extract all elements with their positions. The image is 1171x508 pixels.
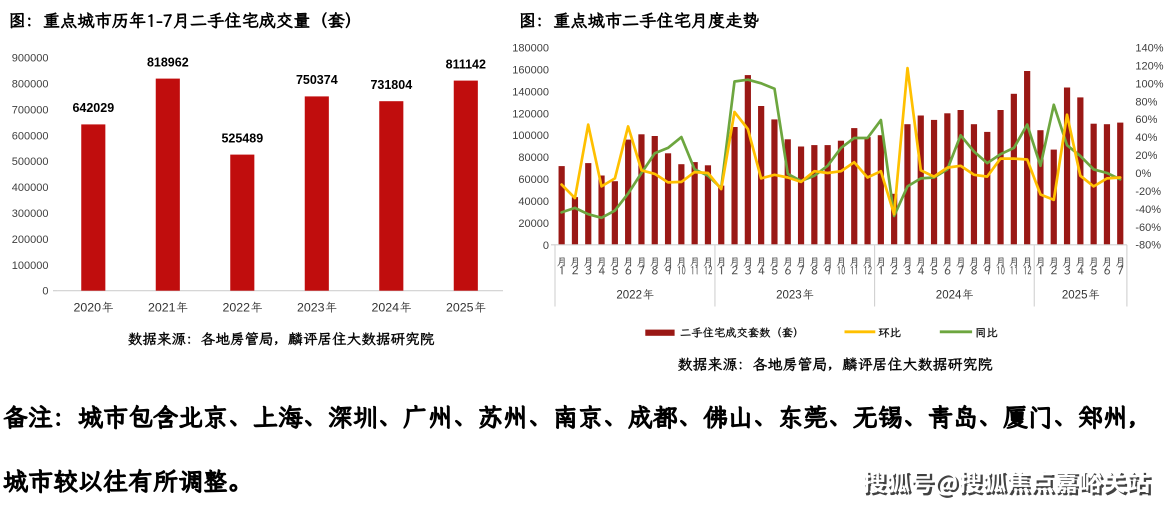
svg-text:700000: 700000 [12, 104, 49, 116]
svg-text:400000: 400000 [12, 182, 49, 194]
svg-text:731804: 731804 [370, 78, 412, 92]
svg-text:60000: 60000 [518, 174, 549, 186]
svg-text:2021: 2021 [148, 301, 176, 315]
svg-text:0%: 0% [1135, 168, 1151, 180]
svg-text:200000: 200000 [12, 234, 49, 246]
svg-text:2024: 2024 [372, 301, 400, 315]
svg-text:120000: 120000 [512, 108, 549, 120]
svg-text:100000: 100000 [512, 130, 549, 142]
svg-text:80000: 80000 [518, 152, 549, 164]
svg-text:40%: 40% [1135, 132, 1157, 144]
svg-text:80%: 80% [1135, 96, 1157, 108]
svg-text:160000: 160000 [512, 64, 549, 76]
svg-text:0: 0 [42, 286, 48, 298]
svg-text:2023: 2023 [297, 301, 325, 315]
svg-text:2025: 2025 [446, 301, 474, 315]
svg-text:300000: 300000 [12, 208, 49, 220]
svg-text:60%: 60% [1135, 114, 1157, 126]
svg-text:818962: 818962 [147, 55, 189, 69]
svg-text:-40%: -40% [1135, 204, 1161, 216]
svg-text:40000: 40000 [518, 196, 549, 208]
svg-text:2020: 2020 [74, 301, 102, 315]
svg-text:811142: 811142 [446, 57, 486, 71]
svg-text:140000: 140000 [512, 86, 549, 98]
svg-text:642029: 642029 [72, 101, 114, 115]
svg-text:900000: 900000 [12, 53, 49, 65]
svg-text:20000: 20000 [518, 218, 549, 230]
svg-text:750374: 750374 [296, 73, 338, 87]
svg-text:-80%: -80% [1135, 240, 1161, 252]
svg-text:-20%: -20% [1135, 186, 1161, 198]
svg-text:2022: 2022 [223, 301, 251, 315]
svg-text:2023: 2023 [776, 290, 802, 302]
svg-text:0: 0 [543, 240, 549, 252]
svg-text:800000: 800000 [12, 79, 49, 91]
svg-text:140%: 140% [1135, 43, 1163, 55]
svg-text:120%: 120% [1135, 60, 1163, 72]
svg-text:500000: 500000 [12, 156, 49, 168]
svg-text:2024: 2024 [936, 290, 962, 302]
svg-text:20%: 20% [1135, 150, 1157, 162]
svg-text:-60%: -60% [1135, 222, 1161, 234]
svg-text:100000: 100000 [12, 260, 49, 272]
svg-text:100%: 100% [1135, 78, 1163, 90]
svg-text:2025: 2025 [1062, 290, 1088, 302]
svg-text:2022: 2022 [616, 290, 642, 302]
svg-text:600000: 600000 [12, 130, 49, 142]
svg-text:525489: 525489 [221, 131, 263, 145]
svg-text:180000: 180000 [512, 43, 549, 55]
